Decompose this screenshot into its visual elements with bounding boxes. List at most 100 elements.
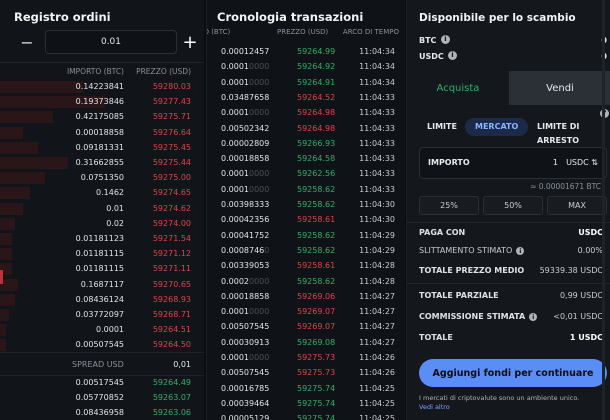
- info-icon[interactable]: i: [448, 51, 457, 60]
- trade-amount: 0.03487658: [221, 93, 269, 102]
- bid-price: 59264.49: [152, 378, 191, 387]
- trade-price: 59266.93: [297, 138, 336, 148]
- trade-amount: 0.00010000: [221, 108, 269, 117]
- trade-amount: 0.00016785: [221, 384, 269, 393]
- bid-row[interactable]: 0.00517545 59264.49: [0, 375, 204, 391]
- decrement-button[interactable]: −: [20, 32, 34, 52]
- trade-amount: 0.00502342: [221, 124, 269, 133]
- trade-row: 0.00010000 59258.62 11:04:33: [207, 182, 405, 198]
- trade-price: 59264.52: [297, 92, 336, 102]
- bid-amount: 0.05770852: [75, 393, 124, 403]
- trade-price: 59262.56: [297, 169, 336, 179]
- tab-sell[interactable]: Vendi: [509, 71, 610, 105]
- ask-row[interactable]: 0.09181331 59275.45: [0, 140, 204, 156]
- pay-with-value[interactable]: USDC: [578, 228, 603, 237]
- ask-price: 59264.50: [152, 340, 191, 350]
- trade-price: 59275.74: [297, 414, 336, 420]
- ask-amount: 0.0751350: [80, 173, 124, 183]
- depth-bar: [0, 157, 68, 169]
- ask-row[interactable]: 0.42175085 59275.71: [0, 109, 204, 125]
- trade-price: 59264.58: [297, 154, 336, 164]
- trade-panel: Disponibile per lo scambio BTC i 0 USDC …: [406, 0, 610, 420]
- trade-row: 0.00010000 59264.98 11:04:33: [207, 105, 405, 121]
- increment-button[interactable]: +: [182, 31, 198, 53]
- amount-value[interactable]: 1: [552, 158, 558, 167]
- ask-row[interactable]: 0.19373846 59277.43: [0, 94, 204, 110]
- trade-amount-value: 0.00016785: [221, 383, 270, 393]
- history-time-header: ARCO DI TEMPO: [342, 28, 399, 36]
- info-icon[interactable]: i: [516, 247, 525, 255]
- ask-row[interactable]: 0.01 59274.62: [0, 201, 204, 217]
- order-type-stop-limit[interactable]: LIMITE DI ARRESTO: [537, 122, 580, 145]
- ask-amount: 0.00507545: [75, 340, 124, 350]
- see-more-link[interactable]: Vedi altro: [419, 403, 450, 411]
- order-type-limit[interactable]: LIMITE: [427, 122, 457, 131]
- side-tabs: Acquista Vendi: [407, 71, 610, 105]
- ask-row[interactable]: 0.08436124 59268.93: [0, 292, 204, 308]
- fee-label: COMMISSIONE STIMATA: [419, 312, 526, 321]
- ask-row[interactable]: 0.01181115 59271.12: [0, 246, 204, 262]
- trade-amount-padding: 0000: [249, 353, 270, 362]
- trade-history-title: Cronologia transazioni: [217, 10, 364, 24]
- trade-price: 59275.74: [297, 383, 336, 393]
- trade-amount: 0.00507545: [221, 322, 269, 331]
- ask-row[interactable]: 0.02 59274.00: [0, 216, 204, 232]
- scrollbar[interactable]: [602, 0, 605, 420]
- trade-amount-value: 0.0001: [221, 307, 249, 317]
- ask-row[interactable]: 0.00507545 59264.50: [0, 337, 204, 353]
- ask-row[interactable]: 0.01181123 59271.54: [0, 231, 204, 247]
- ask-row[interactable]: 0.1462 59274.65: [0, 185, 204, 201]
- trade-amount-padding: 0000: [249, 77, 270, 87]
- trade-time: 11:04:26: [359, 353, 395, 362]
- ask-row[interactable]: 0.01181115 59271.11: [0, 261, 204, 277]
- trade-time: 11:04:33: [359, 123, 395, 133]
- amount-input[interactable]: IMPORTO 1 USDC ⇅: [419, 147, 607, 179]
- ask-amount: 0.31662855: [75, 158, 124, 167]
- ask-amount: 0.0001: [96, 325, 124, 335]
- trade-amount: 0.00010000: [221, 307, 269, 316]
- price-column-header: PREZZO (USD): [136, 67, 191, 76]
- bid-row[interactable]: 0.08436958 59263.06: [0, 405, 204, 420]
- trade-amount-value: 0.00005129: [221, 414, 270, 420]
- depth-bar: [0, 278, 18, 291]
- ask-row[interactable]: 0.1687117 59270.65: [0, 277, 204, 293]
- bid-row[interactable]: 0.05770852 59263.07: [0, 390, 204, 406]
- trade-price: 59258.61: [297, 261, 336, 271]
- ask-row[interactable]: 0.0751350 59275.00: [0, 170, 204, 186]
- info-icon[interactable]: i: [529, 313, 538, 321]
- ask-row[interactable]: 0.14223841 59280.03: [0, 79, 204, 95]
- increment-value[interactable]: 0.01: [45, 30, 177, 54]
- ask-row[interactable]: 0.0001 59264.51: [0, 322, 204, 338]
- trade-amount-value: 0.0002: [221, 276, 249, 286]
- avg-price-label: TOTALE PREZZO MEDIO: [419, 266, 525, 275]
- add-funds-button[interactable]: Aggiungi fondi per continuare: [419, 359, 607, 387]
- ask-price: 59268.71: [152, 310, 191, 319]
- pay-with-row: PAGA CON USDC: [419, 227, 603, 241]
- ask-price: 59275.00: [152, 173, 191, 183]
- ask-price: 59271.12: [152, 249, 191, 259]
- info-icon[interactable]: i: [441, 35, 450, 44]
- trade-time: 11:04:30: [359, 215, 395, 225]
- ask-row[interactable]: 0.31662855 59275.44: [0, 155, 204, 171]
- divider: [407, 222, 610, 223]
- currency-toggle[interactable]: USDC ⇅: [566, 158, 598, 167]
- percent-max-button[interactable]: MAX: [547, 196, 607, 215]
- depth-bar: [0, 324, 6, 337]
- tab-buy[interactable]: Acquista: [407, 71, 509, 105]
- trade-amount-value: 0.00502342: [221, 123, 270, 133]
- percent-25-button[interactable]: 25%: [419, 196, 479, 215]
- trade-time: 11:04:28: [359, 276, 395, 286]
- trade-price: 59269.06: [297, 291, 336, 301]
- percent-50-button[interactable]: 50%: [483, 196, 543, 215]
- ask-price: 59271.54: [152, 234, 191, 243]
- order-type-market[interactable]: MERCATO: [465, 118, 529, 136]
- trade-history-header: IMPORTO (BTC) PREZZO (USD) ARCO DI TEMPO: [207, 28, 405, 40]
- trade-amount-padding: 0000: [249, 62, 270, 72]
- ask-row[interactable]: 0.00018858 59276.64: [0, 125, 204, 141]
- trade-amount: 0.00010000: [221, 62, 269, 71]
- ask-row[interactable]: 0.03772097 59268.71: [0, 307, 204, 323]
- trade-price: 59264.98: [297, 123, 336, 133]
- trade-amount-value: 0.00030913: [221, 337, 270, 347]
- depth-bar: [0, 187, 30, 200]
- ask-price: 59268.93: [152, 294, 191, 304]
